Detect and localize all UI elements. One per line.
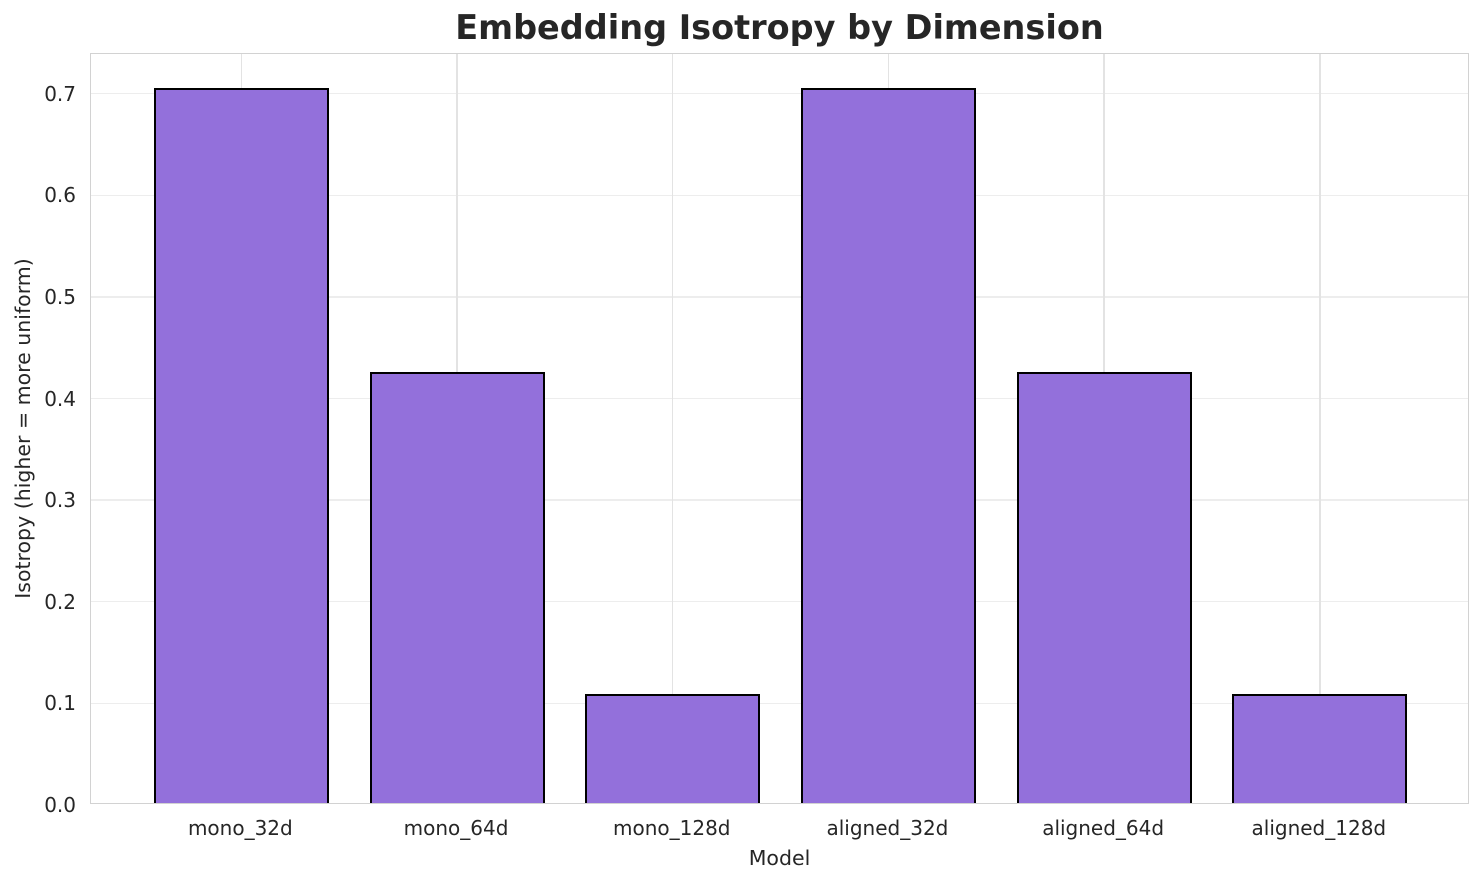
y-gridline <box>91 92 1468 95</box>
x-tick-label: mono_64d <box>403 816 509 840</box>
y-gridline <box>91 397 1468 400</box>
bar-mono_64d <box>369 372 545 803</box>
y-gridline <box>91 702 1468 705</box>
bar-mono_32d <box>153 88 329 803</box>
x-tick-label: aligned_128d <box>1251 816 1387 840</box>
x-tick-label: aligned_32d <box>826 816 949 840</box>
y-tick-label: 0.6 <box>44 183 76 208</box>
bar-aligned_128d <box>1232 694 1408 803</box>
bar-aligned_32d <box>800 88 976 803</box>
bar-aligned_64d <box>1016 372 1192 803</box>
y-gridline <box>91 296 1468 298</box>
x-axis-label: Model <box>748 846 811 870</box>
y-tick-label: 0.2 <box>44 589 76 614</box>
y-gridline <box>91 499 1468 501</box>
y-tick-label: 0.1 <box>44 691 76 716</box>
y-gridline <box>91 194 1468 196</box>
x-gridline <box>1319 54 1321 803</box>
y-tick-label: 0.7 <box>44 81 76 106</box>
x-tick-label: mono_128d <box>612 816 731 840</box>
chart-title: Embedding Isotropy by Dimension <box>455 8 1104 47</box>
plot-area <box>90 53 1469 804</box>
y-tick-label: 0.0 <box>44 793 76 817</box>
x-tick-label: mono_32d <box>187 816 293 840</box>
y-tick-label: 0.3 <box>44 488 76 513</box>
y-tick-label: 0.5 <box>44 284 76 309</box>
y-tick-label: 0.4 <box>44 386 76 411</box>
x-tick-label: aligned_64d <box>1042 816 1165 840</box>
y-gridline <box>91 601 1468 603</box>
bar-mono_128d <box>585 694 761 803</box>
x-gridline <box>672 54 674 803</box>
